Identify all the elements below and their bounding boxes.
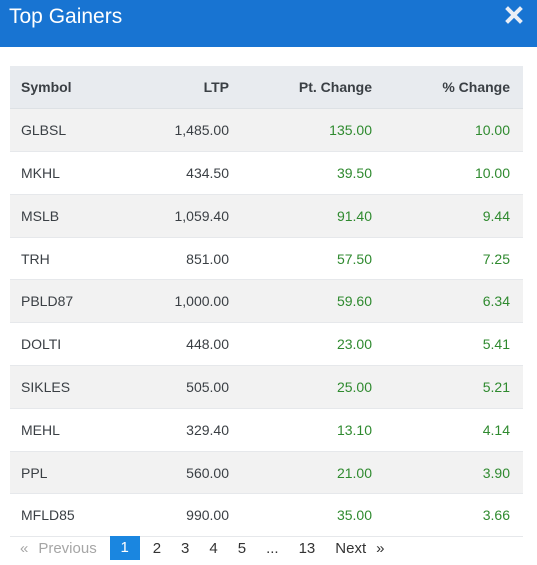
pct-change-cell: 5.41 <box>482 336 510 353</box>
page-button-13[interactable]: 13 <box>298 539 316 557</box>
close-icon[interactable] <box>503 4 525 26</box>
symbol-cell: GLBSL <box>21 122 67 139</box>
ltp-cell: 1,000.00 <box>174 293 230 310</box>
pct-change-cell: 7.25 <box>482 250 510 267</box>
pct-change-cell: 5.21 <box>482 378 510 395</box>
ltp-cell: 851.00 <box>186 250 229 267</box>
table-row[interactable]: MKHL 434.50 39.50 10.00 <box>10 151 523 195</box>
pct-change-cell: 10.00 <box>474 164 510 181</box>
table-header-row: Symbol LTP Pt. Change % Change <box>10 66 523 110</box>
table-row[interactable]: PBLD87 1,000.00 59.60 6.34 <box>10 279 523 323</box>
pt-change-cell: 13.10 <box>336 421 372 438</box>
pagination: « Previous 1 2 3 4 5 ... 13 Next » <box>20 535 384 561</box>
ltp-cell: 1,485.00 <box>174 122 230 139</box>
modal-header: Top Gainers <box>0 0 537 47</box>
pt-change-cell: 39.50 <box>336 164 372 181</box>
page-button-4[interactable]: 4 <box>209 539 218 557</box>
ltp-cell: 1,059.40 <box>174 207 230 224</box>
ltp-cell: 560.00 <box>186 464 229 481</box>
pt-change-cell: 135.00 <box>329 122 372 139</box>
symbol-cell: PBLD87 <box>21 293 74 310</box>
previous-arrow-icon: « <box>20 539 29 557</box>
pt-change-cell: 25.00 <box>336 378 372 395</box>
gainers-table-container: Symbol LTP Pt. Change % Change GLBSL 1,48… <box>10 66 523 537</box>
next-label: Next <box>335 539 367 557</box>
previous-page-button[interactable]: « Previous <box>20 540 97 557</box>
pt-change-cell: 23.00 <box>336 336 372 353</box>
table-row[interactable]: GLBSL 1,485.00 135.00 10.00 <box>10 108 523 152</box>
gainers-table: Symbol LTP Pt. Change % Change GLBSL 1,48… <box>10 66 523 537</box>
pct-change-cell: 10.00 <box>474 122 510 139</box>
page-button-1[interactable]: 1 <box>109 536 140 560</box>
table-row[interactable]: DOLTI 448.00 23.00 5.41 <box>10 322 523 366</box>
column-header-ltp[interactable]: LTP <box>135 66 240 110</box>
pt-change-cell: 21.00 <box>336 464 372 481</box>
symbol-cell: SIKLES <box>21 378 71 395</box>
column-header-symbol[interactable]: Symbol <box>10 66 135 110</box>
ltp-cell: 329.40 <box>186 421 229 438</box>
symbol-cell: TRH <box>21 250 50 267</box>
table-row[interactable]: MEHL 329.40 13.10 4.14 <box>10 408 523 452</box>
modal-title: Top Gainers <box>9 5 123 28</box>
column-header-pt-change[interactable]: Pt. Change <box>240 66 383 110</box>
ltp-cell: 505.00 <box>186 378 229 395</box>
pt-change-cell: 91.40 <box>336 207 372 224</box>
table-row[interactable]: TRH 851.00 57.50 7.25 <box>10 237 523 280</box>
page-button-3[interactable]: 3 <box>181 539 190 557</box>
symbol-cell: MKHL <box>21 164 60 181</box>
table-row[interactable]: MSLB 1,059.40 91.40 9.44 <box>10 194 523 238</box>
pt-change-cell: 59.60 <box>336 293 372 310</box>
pct-change-cell: 4.14 <box>482 421 510 438</box>
table-row[interactable]: SIKLES 505.00 25.00 5.21 <box>10 365 523 409</box>
previous-label: Previous <box>38 539 97 557</box>
table-row[interactable]: MFLD85 990.00 35.00 3.66 <box>10 493 523 537</box>
symbol-cell: PPL <box>21 464 48 481</box>
symbol-cell: MFLD85 <box>21 507 75 524</box>
pct-change-cell: 3.90 <box>482 464 510 481</box>
ltp-cell: 434.50 <box>186 164 229 181</box>
table-row[interactable]: PPL 560.00 21.00 3.90 <box>10 451 523 494</box>
ltp-cell: 448.00 <box>186 336 229 353</box>
pagination-ellipsis: ... <box>266 539 279 557</box>
symbol-cell: MEHL <box>21 421 60 438</box>
pt-change-cell: 57.50 <box>336 250 372 267</box>
page-button-2[interactable]: 2 <box>152 539 162 557</box>
symbol-cell: MSLB <box>21 207 60 224</box>
page-button-5[interactable]: 5 <box>237 539 247 557</box>
next-page-button[interactable]: Next » <box>335 540 384 557</box>
ltp-cell: 990.00 <box>186 507 229 524</box>
symbol-cell: DOLTI <box>21 336 62 353</box>
pct-change-cell: 6.34 <box>482 293 510 310</box>
pct-change-cell: 3.66 <box>482 507 510 524</box>
pct-change-cell: 9.44 <box>482 207 510 224</box>
column-header-pct-change[interactable]: % Change <box>383 66 523 110</box>
next-arrow-icon: » <box>376 539 385 557</box>
pt-change-cell: 35.00 <box>336 507 372 524</box>
